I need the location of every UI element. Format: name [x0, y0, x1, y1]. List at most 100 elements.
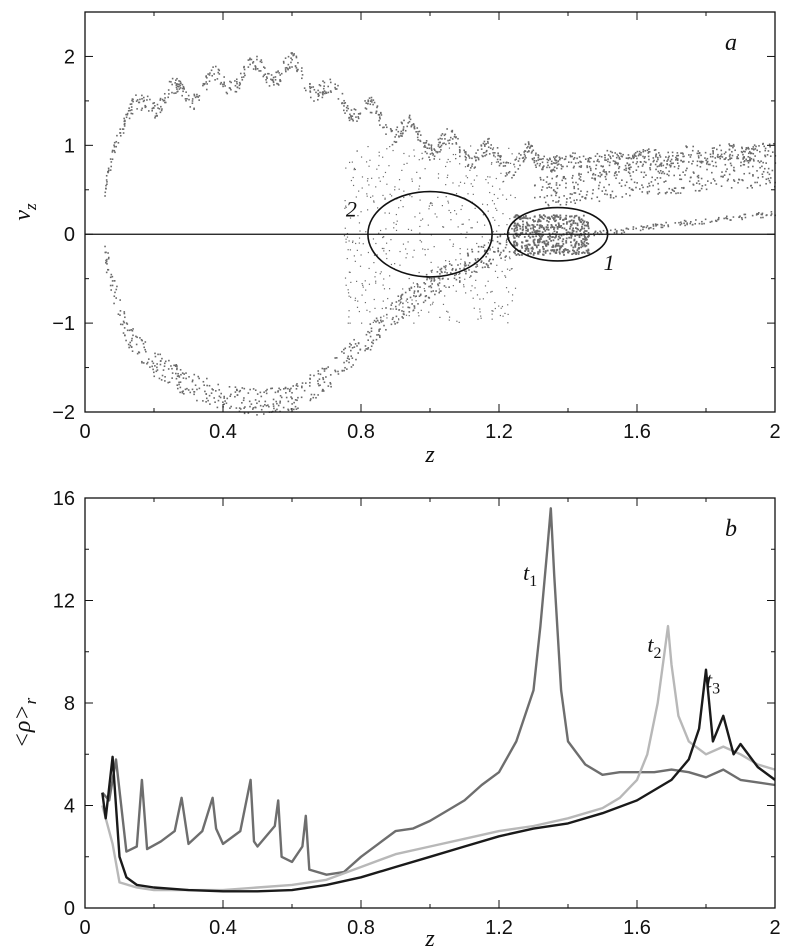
phase-point — [527, 243, 530, 246]
phase-point — [392, 317, 394, 319]
phase-point — [755, 145, 757, 148]
phase-point — [584, 230, 586, 232]
phase-point — [740, 217, 743, 219]
phase-point — [628, 167, 631, 169]
phase-point — [386, 242, 388, 244]
phase-point — [549, 252, 552, 255]
phase-point — [620, 229, 623, 231]
phase-point — [265, 390, 267, 392]
phase-point — [176, 88, 178, 90]
phase-point — [711, 160, 714, 163]
phase-point — [448, 260, 450, 263]
phase-point — [142, 96, 145, 99]
phase-point — [183, 373, 185, 375]
phase-point — [205, 393, 208, 395]
phase-point — [505, 172, 508, 174]
phase-point — [599, 230, 601, 233]
phase-point — [404, 129, 407, 132]
phase-point — [628, 163, 631, 166]
phase-point — [266, 77, 268, 80]
phase-point — [390, 129, 393, 131]
phase-point — [376, 254, 378, 256]
phase-point — [258, 400, 260, 403]
phase-point — [277, 70, 279, 72]
phase-point — [538, 230, 541, 233]
phase-point — [385, 253, 387, 255]
phase-point — [378, 119, 380, 122]
phase-point — [325, 367, 328, 370]
phase-point — [440, 149, 442, 151]
phase-point — [697, 156, 700, 159]
phase-point — [270, 78, 272, 81]
phase-point — [238, 81, 241, 84]
phase-point — [604, 175, 607, 178]
phase-point — [664, 180, 667, 182]
phase-point — [617, 167, 620, 170]
phase-point — [699, 189, 701, 192]
phase-point — [469, 276, 471, 278]
phase-point — [662, 170, 664, 173]
phase-point — [505, 162, 507, 164]
phase-point — [539, 224, 542, 227]
phase-point — [175, 86, 178, 89]
phase-point — [401, 169, 403, 172]
phase-point — [488, 266, 490, 269]
phase-point — [369, 311, 371, 313]
phase-point — [367, 99, 370, 102]
phase-point — [444, 295, 446, 297]
phase-point — [630, 188, 633, 191]
phase-point — [455, 213, 458, 215]
phase-point — [664, 192, 667, 194]
phase-point — [403, 196, 405, 199]
phase-point — [681, 186, 683, 189]
phase-point — [498, 164, 501, 167]
phase-point — [439, 150, 441, 153]
phase-point — [554, 251, 557, 254]
phase-point — [222, 83, 224, 86]
phase-point — [748, 172, 751, 175]
phase-point — [211, 388, 214, 390]
phase-point — [358, 222, 361, 224]
phase-point — [458, 321, 460, 324]
phase-point — [301, 386, 303, 389]
phase-point — [527, 235, 530, 238]
phase-point — [423, 146, 425, 148]
phase-point — [207, 73, 209, 75]
phase-point — [408, 315, 410, 317]
phase-point — [569, 220, 572, 223]
phase-point — [408, 116, 411, 119]
phase-point — [707, 180, 709, 182]
phase-point — [175, 377, 178, 380]
phase-point — [582, 251, 585, 254]
phase-point — [532, 149, 535, 152]
phase-point — [122, 332, 125, 334]
phase-point — [378, 330, 380, 332]
phase-point — [297, 61, 299, 64]
phase-point — [440, 134, 443, 137]
phase-point — [579, 230, 582, 232]
phase-point — [547, 159, 550, 162]
phase-point — [640, 225, 643, 228]
phase-point — [136, 352, 139, 355]
phase-point — [389, 308, 392, 310]
phase-point — [691, 223, 694, 226]
phase-point — [594, 230, 597, 233]
phase-point — [423, 282, 425, 284]
phase-point — [731, 150, 733, 153]
phase-point — [673, 165, 676, 168]
phase-point — [458, 272, 461, 275]
phase-point — [585, 242, 588, 244]
phase-point — [500, 162, 502, 165]
phase-point — [243, 397, 245, 399]
phase-point — [378, 321, 381, 324]
phase-point — [696, 160, 699, 163]
phase-point — [482, 142, 485, 145]
phase-point — [704, 157, 706, 159]
phase-point — [127, 109, 130, 112]
series-label-t1: t1 — [523, 560, 537, 590]
phase-point — [643, 226, 645, 228]
phase-point — [469, 167, 472, 169]
phase-point — [228, 386, 231, 388]
phase-point — [351, 115, 354, 118]
phase-point — [469, 169, 471, 171]
